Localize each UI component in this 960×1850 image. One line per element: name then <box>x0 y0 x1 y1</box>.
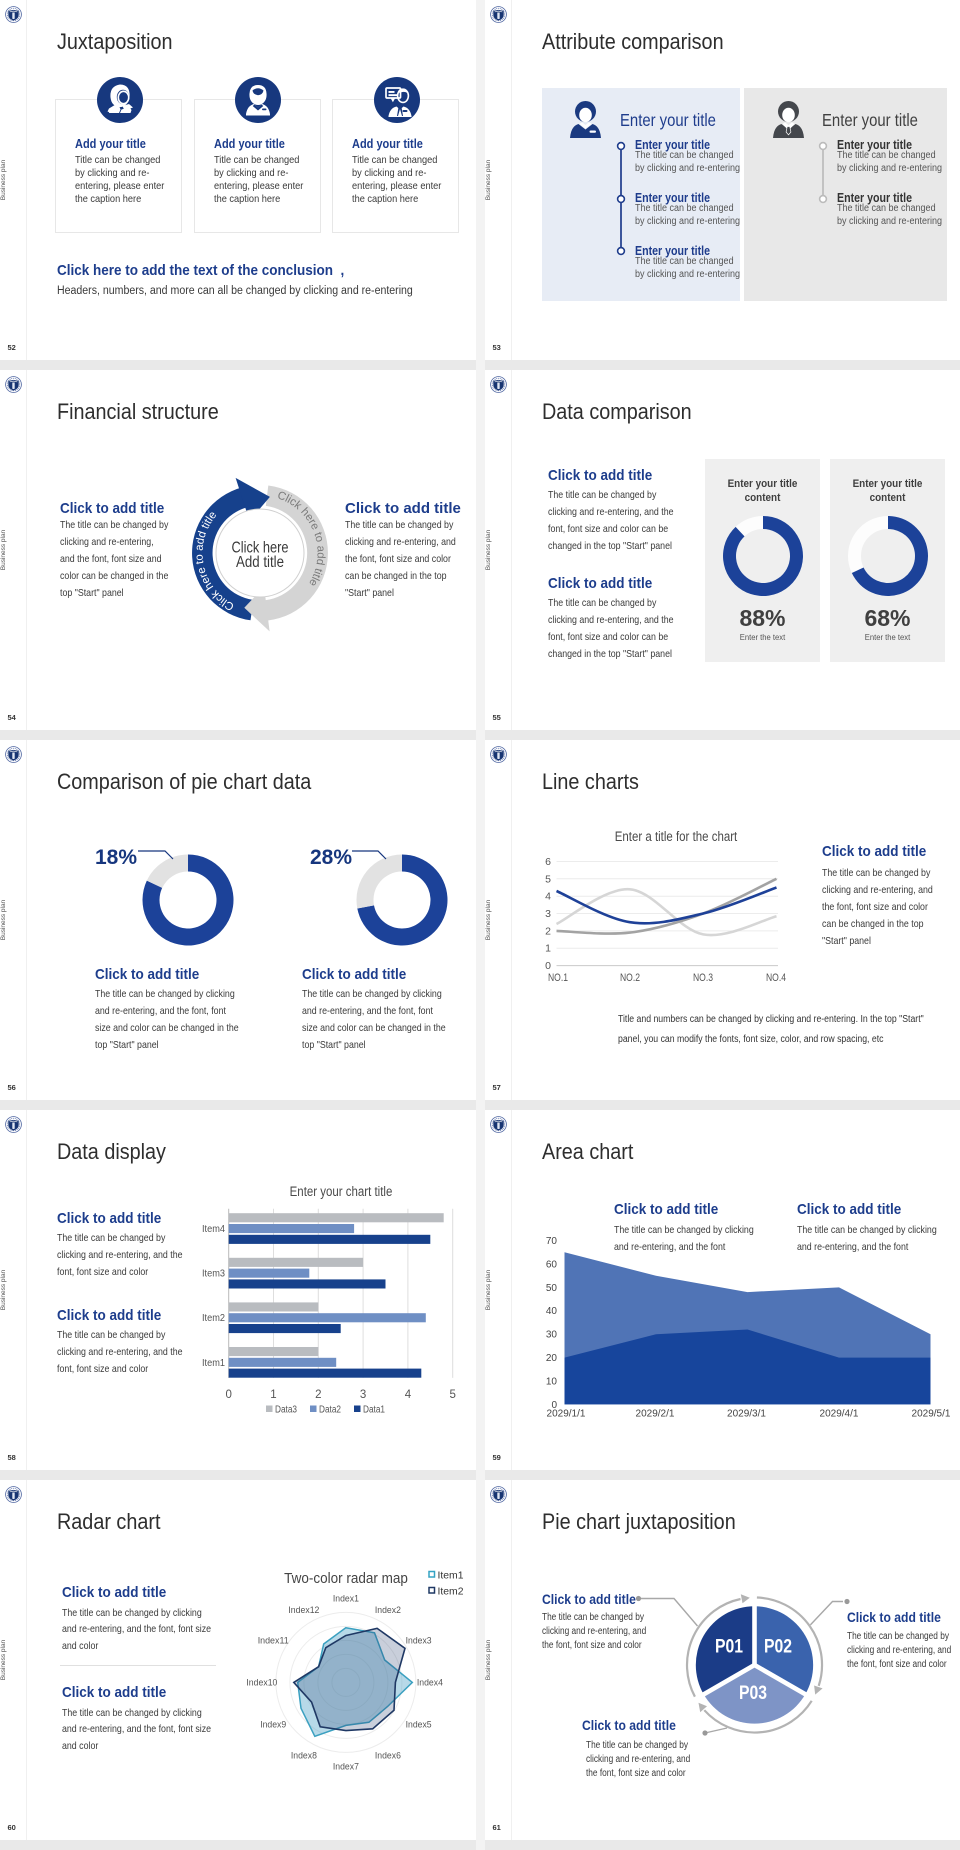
svg-text:P01: P01 <box>715 1637 743 1658</box>
svg-text:60: 60 <box>546 1259 558 1270</box>
svg-text:NO.3: NO.3 <box>693 972 713 984</box>
svg-text:Item3: Item3 <box>202 1269 225 1280</box>
svg-text:Index12: Index12 <box>288 1605 319 1616</box>
svg-text:4: 4 <box>405 1389 412 1401</box>
svg-text:P03: P03 <box>739 1683 767 1704</box>
svg-text:70: 70 <box>546 1236 558 1247</box>
svg-text:Item1: Item1 <box>438 1570 464 1582</box>
svg-text:Index4: Index4 <box>417 1678 443 1689</box>
svg-text:Item4: Item4 <box>202 1224 225 1235</box>
svg-text:1: 1 <box>545 943 551 955</box>
svg-text:2029/2/1: 2029/2/1 <box>636 1409 675 1420</box>
svg-text:Index5: Index5 <box>406 1720 432 1731</box>
svg-text:4: 4 <box>545 891 551 903</box>
svg-text:Index6: Index6 <box>375 1750 401 1761</box>
svg-text:NO.4: NO.4 <box>766 972 786 984</box>
svg-text:5: 5 <box>545 873 551 885</box>
svg-text:NO.2: NO.2 <box>620 972 640 984</box>
svg-text:2029/4/1: 2029/4/1 <box>820 1409 859 1420</box>
svg-text:NO.1: NO.1 <box>548 972 568 984</box>
svg-text:40: 40 <box>546 1306 558 1317</box>
svg-text:50: 50 <box>546 1283 558 1294</box>
svg-text:5: 5 <box>449 1389 455 1401</box>
svg-text:6: 6 <box>545 856 551 868</box>
svg-text:30: 30 <box>546 1330 558 1341</box>
svg-text:Index3: Index3 <box>406 1636 432 1647</box>
svg-text:20: 20 <box>546 1353 558 1364</box>
svg-text:Data2: Data2 <box>319 1405 341 1416</box>
svg-text:Index1: Index1 <box>333 1594 359 1605</box>
svg-text:P02: P02 <box>764 1637 792 1658</box>
svg-text:Item1: Item1 <box>202 1358 225 1369</box>
svg-text:Item2: Item2 <box>438 1586 464 1598</box>
svg-text:0: 0 <box>545 960 551 972</box>
svg-text:3: 3 <box>545 908 551 920</box>
svg-text:2029/3/1: 2029/3/1 <box>727 1409 766 1420</box>
svg-text:Data3: Data3 <box>275 1405 297 1416</box>
svg-text:2: 2 <box>315 1389 321 1401</box>
svg-text:2029/5/1: 2029/5/1 <box>912 1409 951 1420</box>
svg-text:Index7: Index7 <box>333 1762 359 1773</box>
svg-text:0: 0 <box>225 1389 231 1401</box>
svg-text:Index10: Index10 <box>246 1678 277 1689</box>
svg-text:Index11: Index11 <box>258 1636 289 1647</box>
svg-text:2029/1/1: 2029/1/1 <box>547 1409 586 1420</box>
svg-text:Item2: Item2 <box>202 1313 225 1324</box>
svg-text:3: 3 <box>360 1389 366 1401</box>
svg-text:0: 0 <box>551 1400 557 1411</box>
svg-text:10: 10 <box>546 1376 558 1387</box>
svg-text:Index8: Index8 <box>291 1750 317 1761</box>
svg-text:1: 1 <box>270 1389 276 1401</box>
svg-text:Data1: Data1 <box>363 1405 385 1416</box>
svg-text:Index2: Index2 <box>375 1605 401 1616</box>
svg-text:Index9: Index9 <box>260 1720 286 1731</box>
svg-text:2: 2 <box>545 925 551 937</box>
